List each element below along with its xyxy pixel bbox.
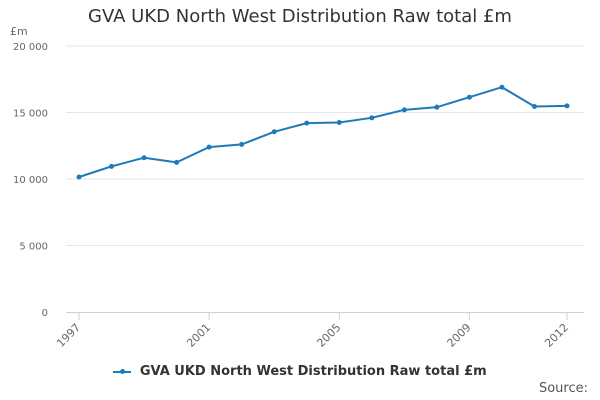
source-label: Source: <box>538 381 588 396</box>
y-tick-label: 0 <box>42 308 48 319</box>
data-point[interactable] <box>531 104 537 110</box>
data-point[interactable] <box>206 144 212 150</box>
series-line <box>78 86 568 178</box>
legend-series-label: GVA UKD North West Distribution Raw tota… <box>139 364 487 379</box>
data-point[interactable] <box>466 94 472 100</box>
data-point[interactable] <box>271 129 277 135</box>
y-tick-label: 5 000 <box>19 242 48 253</box>
x-tick-label: 1997 <box>54 321 83 350</box>
data-point[interactable] <box>434 104 440 110</box>
data-point[interactable] <box>174 159 180 165</box>
y-axis-unit-label: £m <box>10 25 28 38</box>
legend-line-marker-icon <box>113 367 132 377</box>
data-point[interactable] <box>564 103 570 109</box>
data-point[interactable] <box>369 115 375 121</box>
data-point[interactable] <box>141 155 147 161</box>
data-point[interactable] <box>109 163 115 169</box>
data-point[interactable] <box>239 141 245 147</box>
gridlines <box>66 45 584 246</box>
data-point[interactable] <box>401 107 407 113</box>
x-tick-label: 2012 <box>542 321 571 350</box>
chart-title: GVA UKD North West Distribution Raw tota… <box>88 6 512 27</box>
y-tick-label: 20 000 <box>13 42 48 53</box>
data-point[interactable] <box>304 120 310 126</box>
legend[interactable]: GVA UKD North West Distribution Raw tota… <box>0 364 600 379</box>
series-layer <box>76 84 570 180</box>
data-point[interactable] <box>499 84 505 90</box>
data-point[interactable] <box>336 119 342 125</box>
data-point[interactable] <box>76 174 82 180</box>
x-tick-label: 2005 <box>314 321 343 350</box>
x-tick-label: 2001 <box>184 321 213 350</box>
x-tick-label: 2009 <box>445 321 474 350</box>
y-tick-label: 10 000 <box>13 175 48 186</box>
y-tick-label: 15 000 <box>13 109 48 120</box>
